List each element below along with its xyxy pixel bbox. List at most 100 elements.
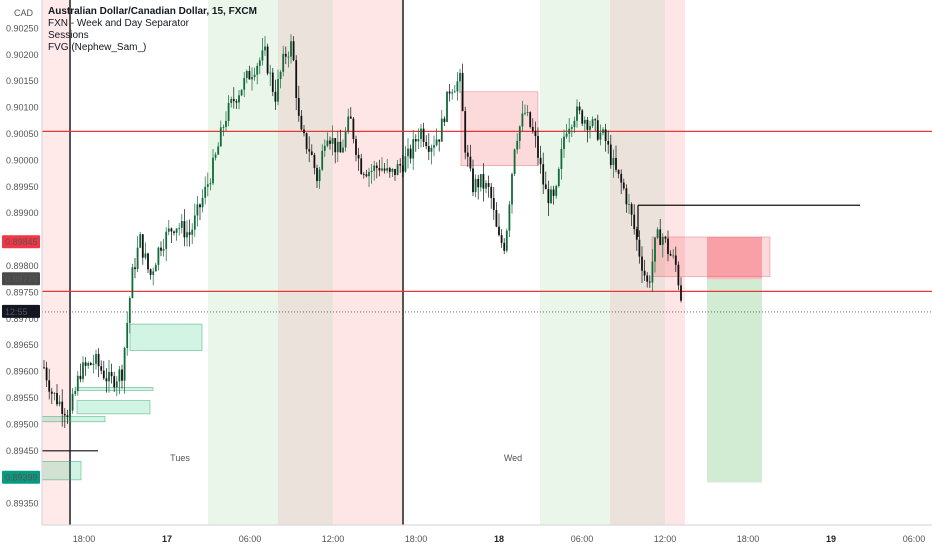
candle-body (303, 129, 305, 134)
candle-body (201, 197, 204, 208)
candle-body (251, 77, 253, 80)
candle-body (365, 174, 368, 177)
x-tick-label: 18:00 (73, 534, 96, 544)
session-band (610, 0, 665, 525)
candle-body (422, 128, 425, 142)
x-tick-label: 06:00 (571, 534, 594, 544)
y-tick-label: 0.90050 (6, 129, 39, 139)
candle-body (451, 92, 454, 94)
candle-body (92, 363, 95, 365)
candle-body (648, 281, 651, 283)
candle-body (284, 53, 287, 57)
candle-body (173, 231, 175, 233)
candle-body (466, 152, 469, 157)
candle-body (576, 106, 578, 121)
y-tick-label: 0.90000 (6, 155, 39, 165)
indicator-week-day-separator[interactable]: FXN - Week and Day Separator (48, 18, 189, 29)
candle-body (516, 140, 519, 150)
y-tick-label: 0.89750 (6, 287, 39, 297)
candle-body (560, 148, 563, 170)
candle-body (336, 141, 339, 153)
candle-body (578, 106, 581, 111)
candle-body (544, 184, 547, 190)
candle-body (453, 91, 456, 93)
candle-body (74, 391, 77, 394)
candle-body (438, 139, 441, 142)
candle-body (591, 119, 594, 127)
candle-body (160, 247, 162, 251)
candle-body (219, 127, 222, 147)
candle-body (204, 186, 207, 198)
candle-body (503, 242, 506, 251)
fvg-bullish-box (41, 416, 106, 423)
trade-target-zone (707, 279, 762, 483)
fvg-bullish-box (76, 400, 151, 415)
fvg-bullish-box (129, 323, 203, 351)
x-tick-label: 12:00 (322, 534, 345, 544)
candle-body (295, 60, 298, 98)
candle-body (61, 401, 64, 414)
candle-body (625, 188, 628, 205)
y-tick-label: 0.89700 (6, 314, 39, 324)
candle-body (222, 126, 225, 128)
indicator-sessions[interactable]: Sessions (48, 30, 89, 41)
candle-body (459, 72, 461, 82)
fvg-bullish-box (76, 387, 154, 391)
candle-body (342, 147, 344, 153)
candle-body (487, 183, 490, 187)
candle-body (404, 156, 407, 172)
candle-body (243, 78, 246, 90)
candle-body (97, 354, 100, 367)
candle-body (474, 178, 477, 193)
candle-body (230, 98, 233, 104)
candle-body (89, 363, 92, 365)
y-tick-label: 0.89650 (6, 340, 39, 350)
candle-body (248, 70, 251, 80)
candle-body (672, 255, 675, 257)
candle-body (542, 164, 545, 185)
candle-body (508, 204, 511, 231)
candle-body (604, 129, 607, 141)
candle-body (596, 120, 599, 140)
candle-body (253, 74, 256, 78)
candle-body (464, 111, 467, 153)
candle-body (131, 267, 134, 299)
candle-body (50, 391, 53, 394)
candle-body (537, 136, 539, 158)
candle-body (612, 157, 615, 166)
candle-body (414, 139, 417, 142)
y-tick-label: 0.89600 (6, 367, 39, 377)
candle-body (240, 89, 243, 96)
candle-body (144, 253, 147, 258)
candle-body (167, 228, 170, 232)
candle-body (643, 270, 646, 276)
candle-body (238, 95, 240, 103)
candle-body (630, 204, 633, 215)
candle-body (581, 110, 584, 124)
candle-body (396, 164, 399, 175)
candle-body (56, 392, 58, 405)
y-tick-label: 0.89450 (6, 446, 39, 456)
candle-body (568, 128, 571, 134)
candle-body (331, 138, 334, 144)
candle-body (557, 169, 560, 187)
candle-body (266, 46, 269, 74)
candle-body (214, 154, 217, 158)
candle-body (258, 60, 261, 66)
candle-body (152, 271, 155, 275)
candle-body (531, 126, 534, 131)
candle-body (391, 168, 394, 172)
candle-body (191, 229, 194, 235)
candle-body (323, 145, 326, 151)
candle-body (386, 168, 389, 171)
candle-body (154, 264, 157, 272)
candle-body (277, 79, 279, 102)
candle-body (446, 91, 448, 122)
candle-body (461, 72, 464, 112)
candle-body (128, 298, 131, 323)
candle-body (206, 184, 209, 187)
indicator-fvg[interactable]: FVG (Nephew_Sam_) (48, 42, 147, 53)
candle-body (485, 183, 487, 189)
